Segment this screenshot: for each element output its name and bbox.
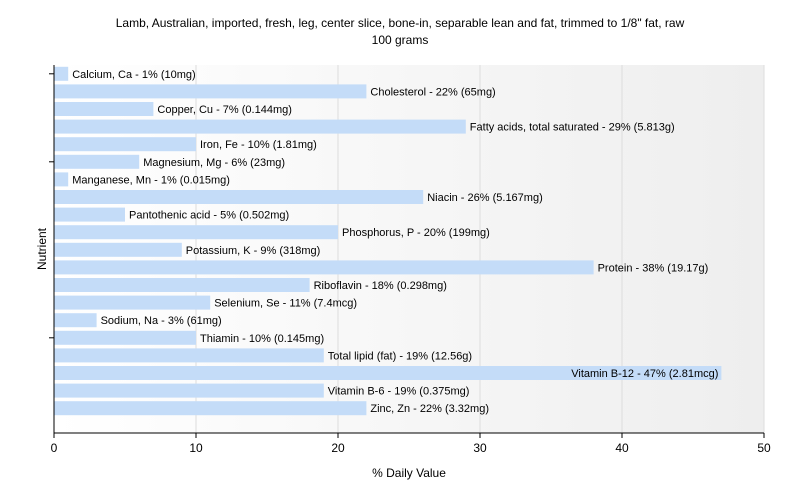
x-tick-label: 0 — [51, 441, 58, 455]
bar — [54, 242, 182, 257]
bar-label: Magnesium, Mg - 6% (23mg) — [143, 157, 285, 169]
bar — [54, 119, 466, 134]
bar-label: Pantothenic acid - 5% (0.502mg) — [129, 210, 289, 222]
bar — [54, 401, 367, 416]
bar — [54, 383, 324, 398]
bar — [54, 366, 722, 380]
bar — [54, 154, 140, 169]
bar-label: Phosphorus, P - 20% (199mg) — [342, 227, 490, 239]
bar-label: Selenium, Se - 11% (7.4mcg) — [214, 298, 357, 310]
bar — [54, 207, 125, 222]
x-axis-ticks: 0 10 20 30 40 50 — [51, 433, 771, 455]
x-tick-label: 20 — [331, 441, 345, 455]
bar-label: Fatty acids, total saturated - 29% (5.81… — [470, 122, 675, 134]
y-axis-label: Nutrient — [35, 227, 49, 270]
bar — [54, 102, 154, 116]
bar — [54, 172, 69, 187]
bar-label: Zinc, Zn - 22% (3.32mg) — [370, 403, 489, 415]
bar — [54, 313, 97, 328]
y-axis-ticks — [49, 73, 54, 339]
bar-label: Protein - 38% (19.17g) — [598, 262, 709, 274]
bar-label: Cholesterol - 22% (65mg) — [370, 86, 495, 98]
bar — [54, 278, 310, 292]
bar — [54, 66, 69, 81]
chart-title-line-2: 100 grams — [372, 33, 429, 47]
bar-label: Manganese, Mn - 1% (0.015mg) — [72, 174, 230, 186]
bar-label: Calcium, Ca - 1% (10mg) — [72, 69, 195, 81]
bars — [54, 66, 722, 416]
bar-label: Vitamin B-12 - 47% (2.81mcg) — [571, 368, 718, 380]
chart-title-line-1: Lamb, Australian, imported, fresh, leg, … — [116, 16, 685, 30]
bar-label: Niacin - 26% (5.167mg) — [427, 192, 543, 204]
bar-label: Potassium, K - 9% (318mg) — [186, 245, 320, 257]
x-tick-label: 50 — [757, 441, 771, 455]
bar-label: Riboflavin - 18% (0.298mg) — [314, 280, 447, 292]
bar — [54, 348, 324, 363]
bar — [54, 260, 594, 275]
bar — [54, 84, 367, 99]
x-tick-label: 10 — [189, 441, 203, 455]
bar — [54, 190, 424, 204]
x-tick-label: 30 — [473, 441, 487, 455]
bar-label: Vitamin B-6 - 19% (0.375mg) — [328, 386, 470, 398]
x-tick-label: 40 — [615, 441, 629, 455]
bar-labels: Calcium, Ca - 1% (10mg) Cholesterol - 22%… — [72, 69, 718, 415]
bar — [54, 330, 196, 345]
bar-label: Copper, Cu - 7% (0.144mg) — [157, 104, 292, 116]
bar — [54, 137, 196, 152]
bar — [54, 225, 338, 240]
bar — [54, 295, 211, 310]
bar-label: Sodium, Na - 3% (61mg) — [101, 315, 222, 327]
bar-label: Iron, Fe - 10% (1.81mg) — [200, 139, 317, 151]
x-axis-label: % Daily Value — [372, 466, 446, 480]
bar-label: Thiamin - 10% (0.145mg) — [200, 333, 324, 345]
bar-label: Total lipid (fat) - 19% (12.56g) — [328, 350, 472, 362]
